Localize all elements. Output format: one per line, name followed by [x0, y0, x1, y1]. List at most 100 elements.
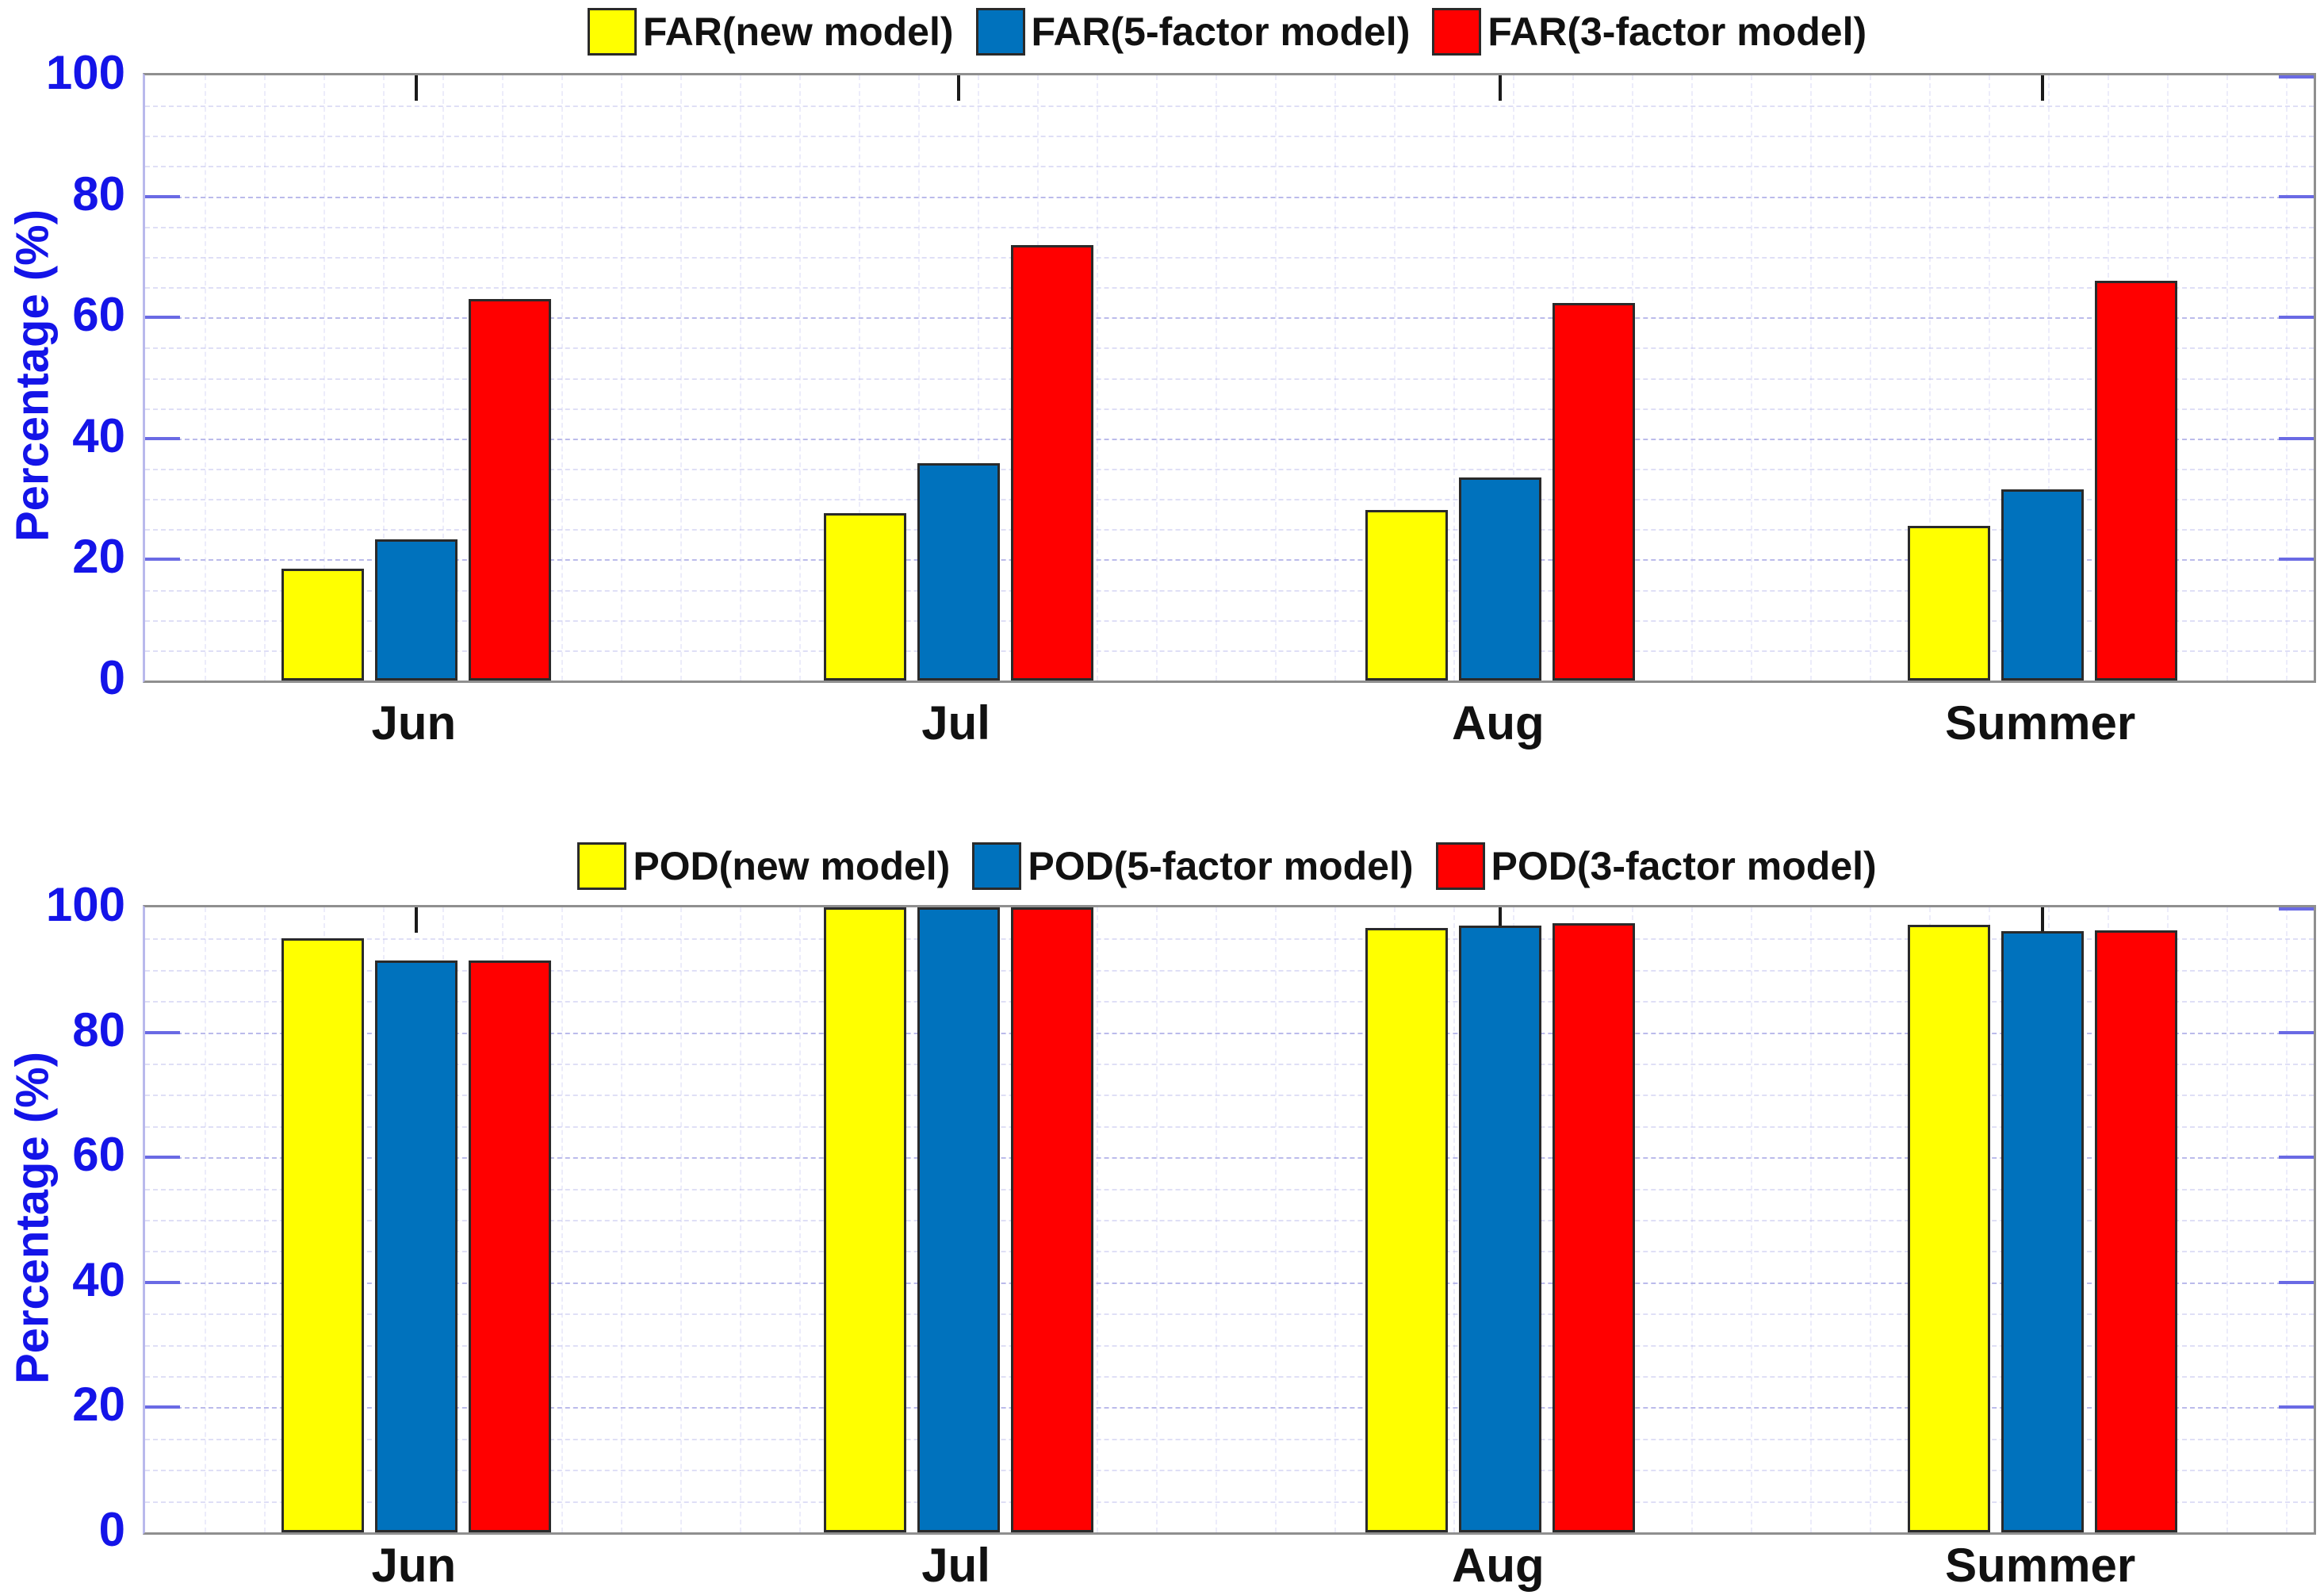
gridline-v [1929, 75, 1931, 681]
y-tick [145, 1405, 180, 1409]
legend-swatch [587, 8, 637, 56]
y-tick [145, 316, 180, 320]
gridline-v [680, 75, 682, 681]
y-tick [145, 1030, 180, 1034]
gridline-h [145, 196, 2314, 198]
legend-item: FAR(new model) [587, 8, 954, 56]
y-tick [2279, 194, 2314, 198]
legend-item: POD(3-factor model) [1435, 842, 1877, 890]
x-category-label: Summer [1945, 696, 2136, 750]
gridline-v [2048, 75, 2050, 681]
ytick-label: 0 [98, 651, 125, 704]
gridline-v [561, 75, 563, 681]
legend-label: FAR(new model) [642, 10, 954, 54]
gridline-v [799, 907, 801, 1532]
gridline-h [145, 468, 2314, 470]
gridline-h [145, 1344, 2314, 1347]
gridline-v [1513, 75, 1514, 681]
gridline-v [1691, 75, 1693, 681]
legend-swatch [975, 8, 1025, 56]
y-tick [145, 1280, 180, 1284]
gridline-h [145, 438, 2314, 440]
gridline-v [1275, 75, 1277, 681]
gridline-v [1156, 907, 1158, 1532]
gridline-v [1810, 907, 1812, 1532]
bar [1010, 907, 1093, 1532]
gridline-h [145, 969, 2314, 972]
gridline-h [145, 589, 2314, 592]
x-tick [2041, 907, 2045, 933]
x-tick [956, 75, 960, 101]
gridline-v [1810, 75, 1812, 681]
gridline-h [145, 650, 2314, 652]
pod-legend: POD(new model) POD(5-factor model) POD(3-f… [143, 838, 2311, 895]
y-tick [2279, 75, 2314, 79]
legend-swatch [972, 842, 1022, 890]
gridline-v [324, 75, 325, 681]
gridline-h [145, 317, 2314, 320]
y-tick [145, 436, 180, 440]
y-tick [2279, 1405, 2314, 1409]
gridline-v [1453, 75, 1455, 681]
y-tick [2279, 1030, 2314, 1034]
legend-label: FAR(3-factor model) [1487, 10, 1867, 54]
gridline-v [621, 75, 622, 681]
gridline-v [621, 907, 622, 1532]
bar [917, 907, 1000, 1532]
ytick-label: 60 [72, 288, 125, 342]
gridline-v [2226, 907, 2228, 1532]
gridline-h [145, 287, 2314, 289]
gridline-v [1870, 907, 1871, 1532]
gridline-h [145, 1095, 2314, 1097]
ytick-label: 100 [45, 46, 125, 99]
ytick-label: 20 [72, 1378, 125, 1432]
pod-x-axis-labels: Jun Jul Aug Summer [143, 1538, 2311, 1595]
bar [1365, 509, 1449, 681]
gridline-v [918, 75, 920, 681]
gridline-v [1216, 907, 1217, 1532]
gridline-v [1751, 75, 1752, 681]
ytick-label: 100 [45, 878, 125, 931]
ytick-label: 20 [72, 530, 125, 584]
y-tick [2279, 436, 2314, 440]
far-x-axis-labels: Jun Jul Aug Summer [143, 696, 2311, 753]
bar [917, 463, 1000, 681]
y-tick [145, 1156, 180, 1160]
pod-chart-section: POD(new model) POD(5-factor model) POD(3-f… [0, 834, 2324, 1592]
gridline-h [145, 256, 2314, 259]
gridline-h [145, 1313, 2314, 1316]
far-chart-section: FAR(new model) FAR(5-factor model) FAR(3-f… [6, 8, 2316, 753]
gridline-v [2286, 907, 2288, 1532]
ytick-label: 60 [72, 1128, 125, 1182]
y-tick [145, 558, 180, 562]
gridline-h [145, 1220, 2314, 1221]
bar [823, 907, 906, 1532]
gridline-h [145, 1501, 2314, 1503]
bar [281, 938, 364, 1532]
legend-item: POD(new model) [577, 842, 950, 890]
x-category-label: Jun [371, 696, 457, 750]
x-category-label: Jun [371, 1539, 457, 1592]
gridline-v [205, 907, 206, 1532]
gridline-h [145, 499, 2314, 501]
bar [2095, 281, 2178, 681]
gridline-v [1989, 75, 1990, 681]
far-y-axis-label: Percentage (%) [6, 209, 59, 543]
ytick-label: 40 [72, 1252, 125, 1306]
gridline-v [799, 75, 801, 681]
legend-swatch [577, 842, 627, 890]
gridline-v [383, 75, 385, 681]
gridline-v [740, 907, 741, 1532]
bar [1908, 525, 1991, 681]
x-category-label: Aug [1452, 696, 1545, 750]
gridline-h [145, 166, 2314, 168]
gridline-v [1334, 907, 1336, 1532]
x-category-label: Aug [1452, 1539, 1545, 1592]
gridline-v [859, 75, 860, 681]
bar [2001, 489, 2085, 681]
bar [1010, 244, 1093, 681]
gridline-h [145, 1157, 2314, 1160]
x-tick [414, 907, 418, 933]
bar [2001, 930, 2085, 1532]
